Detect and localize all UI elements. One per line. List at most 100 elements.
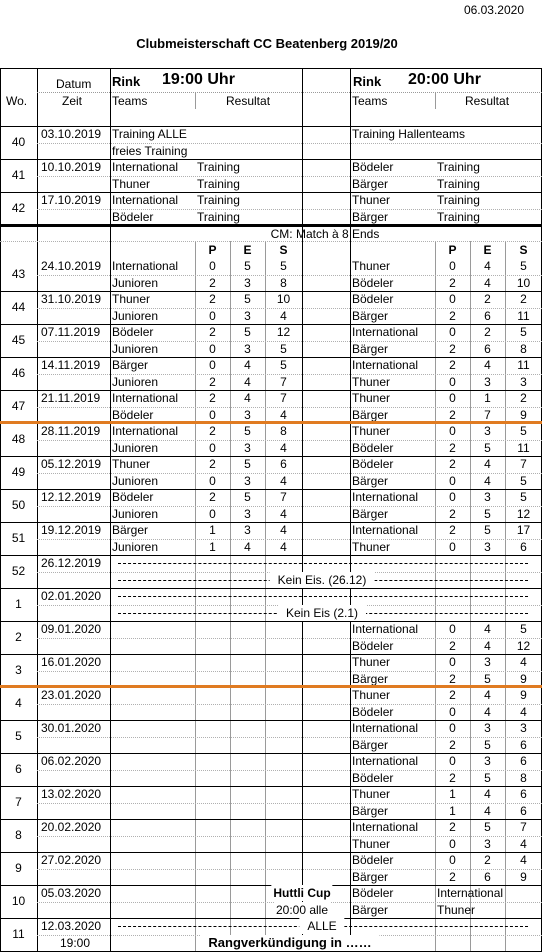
- score: 17: [516, 523, 531, 537]
- score: 2: [449, 440, 456, 455]
- rule: [0, 885, 542, 886]
- team: Bärger: [112, 523, 149, 537]
- note: Thuner: [437, 902, 476, 917]
- score: 10: [516, 275, 531, 290]
- team: Thuner: [352, 539, 391, 554]
- event: Huttli Cup: [271, 885, 333, 901]
- score: 5: [484, 440, 491, 455]
- team: Thuner: [352, 787, 391, 801]
- rule: [0, 522, 542, 523]
- team: Bödeler: [352, 886, 394, 900]
- team: Bärger: [352, 737, 389, 752]
- team: International: [112, 424, 179, 438]
- rule: [37, 736, 542, 738]
- team: Junioren: [112, 440, 159, 455]
- rule: [0, 489, 542, 490]
- column-line: [302, 68, 303, 951]
- score: 6: [520, 754, 527, 768]
- column-line: [435, 92, 436, 109]
- team: Thuner: [352, 688, 391, 702]
- score: 2: [484, 292, 491, 306]
- score: 0: [209, 308, 216, 323]
- score: 2: [449, 820, 456, 834]
- score: 7: [520, 820, 527, 834]
- score: 2: [520, 391, 527, 405]
- rule: [0, 291, 542, 292]
- week-number: 43: [11, 267, 26, 282]
- team: International: [112, 193, 179, 207]
- score: 5: [520, 622, 527, 636]
- score: 11: [517, 308, 530, 323]
- team: International: [112, 391, 179, 405]
- team: Bödeler: [352, 440, 394, 455]
- score: 3: [484, 655, 491, 669]
- date: 06.02.2020: [41, 754, 102, 768]
- team: Bödeler: [352, 160, 394, 174]
- score: 4: [484, 787, 491, 801]
- column-header: E: [243, 243, 252, 257]
- score: 11: [517, 358, 530, 372]
- column-header: P: [448, 243, 457, 257]
- score: 7: [520, 457, 527, 471]
- team: Bärger: [352, 209, 389, 224]
- date: 24.10.2019: [41, 259, 102, 273]
- week-number: 46: [11, 366, 26, 381]
- rule: [37, 868, 542, 870]
- team: International: [352, 325, 419, 339]
- score: 0: [449, 704, 456, 719]
- date: 07.11.2019: [41, 325, 101, 339]
- score: 5: [244, 325, 251, 339]
- score: 7: [280, 490, 287, 504]
- score: 3: [520, 721, 527, 735]
- team: International: [352, 490, 419, 504]
- team: International: [352, 358, 419, 372]
- score: 4: [244, 358, 251, 372]
- team: Bödeler: [112, 325, 154, 339]
- week-number: 44: [11, 300, 26, 315]
- team: Bödeler: [352, 292, 394, 306]
- score: 2: [449, 457, 456, 471]
- score: 3: [244, 308, 251, 323]
- rule: [0, 654, 542, 655]
- score: 3: [244, 440, 251, 455]
- team: Bärger: [352, 176, 389, 191]
- score: 5: [520, 424, 527, 438]
- team: Bärger: [352, 341, 389, 356]
- rule: [0, 621, 542, 622]
- score: 8: [520, 341, 527, 356]
- team: Thuner: [352, 655, 391, 669]
- week-number: 7: [15, 795, 22, 810]
- score: 1: [449, 787, 456, 801]
- score: 5: [520, 259, 527, 273]
- rule: [37, 835, 542, 837]
- score: 5: [280, 341, 287, 356]
- score: 0: [449, 374, 456, 389]
- score: 2: [449, 523, 456, 537]
- team: Training ALLE: [112, 127, 187, 141]
- score: 0: [209, 440, 216, 455]
- score: 4: [280, 506, 287, 521]
- score: 6: [520, 803, 527, 818]
- banner: Kein Eis (2.1): [277, 604, 367, 621]
- score: 4: [484, 259, 491, 273]
- score: 0: [449, 622, 456, 636]
- date: 26.12.2019: [41, 556, 102, 570]
- score: 2: [449, 506, 456, 521]
- score: 5: [484, 737, 491, 752]
- score: 10: [276, 292, 291, 306]
- score: 5: [484, 820, 491, 834]
- score: 0: [209, 407, 216, 422]
- date: 30.01.2020: [41, 721, 102, 735]
- score: 3: [244, 473, 251, 488]
- score: 4: [520, 655, 527, 669]
- week-number: 41: [11, 168, 26, 183]
- team: International: [112, 259, 179, 273]
- rule: [0, 224, 542, 227]
- score: 12: [516, 506, 531, 521]
- column-header: E: [483, 243, 492, 257]
- week-number: 9: [15, 861, 22, 876]
- team: International: [352, 523, 419, 537]
- column-header: Resultat: [226, 94, 271, 108]
- date: 20.02.2020: [41, 820, 102, 834]
- column-header: S: [279, 243, 288, 257]
